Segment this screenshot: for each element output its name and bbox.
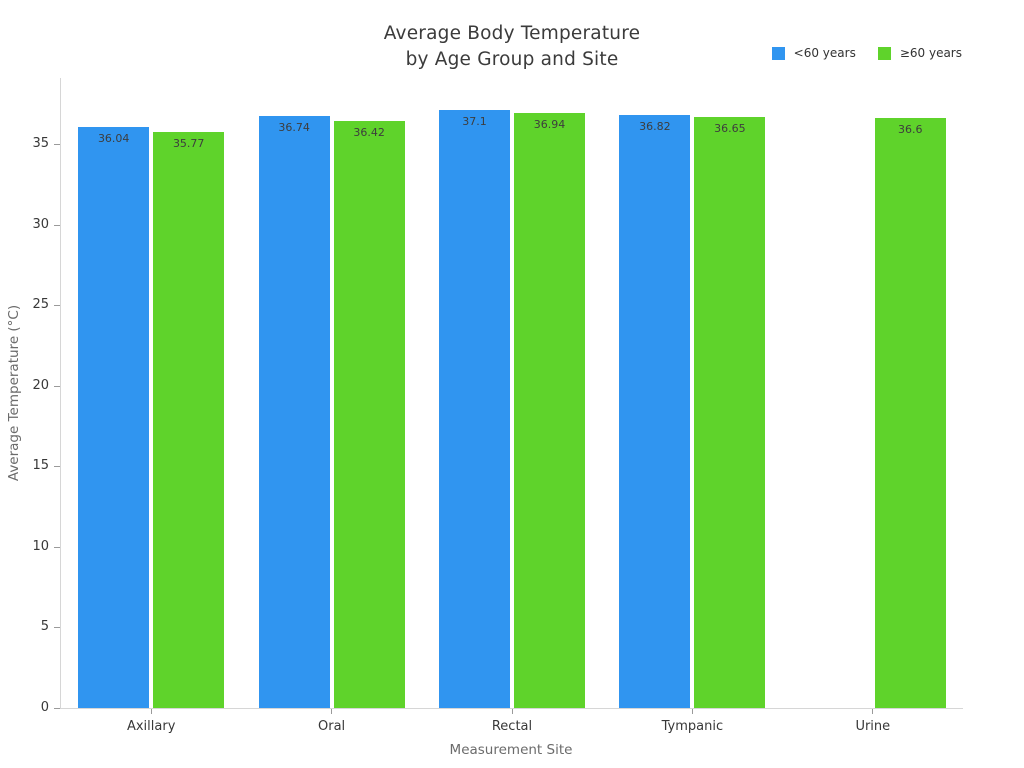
x-tick-mark xyxy=(872,709,874,714)
x-category-label: Urine xyxy=(855,719,891,734)
plot-area: 0 5 10 15 20 25 30 35 Axillary Oral Rectal Tympanic… xyxy=(32,78,963,734)
y-tick-label: 25 xyxy=(32,297,49,313)
bar-over60-axillary xyxy=(153,131,225,708)
y-tick-mark xyxy=(54,546,60,548)
y-tick-mark xyxy=(54,708,60,709)
x-tick-mark xyxy=(150,709,152,714)
y-tick-label: 15 xyxy=(32,458,49,474)
bar-over60-oral xyxy=(333,121,405,708)
x-axis-title: Measurement Site xyxy=(449,742,573,758)
y-tick-mark xyxy=(54,305,60,307)
y-tick-label: 30 xyxy=(32,216,49,232)
bar-value-label: 36.42 xyxy=(353,126,385,140)
bar-value-label: 37.1 xyxy=(462,115,487,129)
legend-swatch-over-60-icon xyxy=(877,46,891,60)
chart-title-line2: by Age Group and Site xyxy=(405,49,619,70)
bar-value-label: 36.04 xyxy=(97,132,130,146)
bar-value-label: 36.94 xyxy=(533,117,566,131)
bar-over60-urine xyxy=(874,118,946,708)
y-tick-label: 0 xyxy=(40,700,49,715)
legend-label-under-60: <60 years xyxy=(793,46,856,60)
y-tick-mark xyxy=(54,627,60,629)
bar-value-label: 36.65 xyxy=(714,122,746,136)
legend-swatch-under-60-icon xyxy=(771,46,785,60)
chart-title: Average Body Temperature by Age Group an… xyxy=(0,21,1024,73)
legend-label-over-60: ≥60 years xyxy=(899,46,962,60)
bar-under60-oral xyxy=(258,116,330,708)
y-tick-label: 35 xyxy=(32,136,49,152)
y-tick-label: 20 xyxy=(32,377,49,393)
y-tick-mark xyxy=(54,144,60,146)
legend-item-over-60: ≥60 years xyxy=(877,46,962,60)
y-tick-mark xyxy=(54,385,60,387)
bar-over60-tympanic xyxy=(694,117,766,708)
x-tick-mark xyxy=(691,709,693,714)
bar-value-label: 36.6 xyxy=(898,123,923,137)
bar-under60-axillary xyxy=(78,127,150,708)
x-tick-mark xyxy=(331,709,333,714)
y-tick-label: 5 xyxy=(40,619,49,635)
chart-title-line1: Average Body Temperature xyxy=(383,23,641,44)
y-tick-label: 10 xyxy=(32,538,49,554)
bar-value-label: 35.77 xyxy=(172,136,205,150)
x-category-label: Tympanic xyxy=(661,719,724,734)
x-tick-mark xyxy=(511,709,513,714)
bar-under60-tympanic xyxy=(619,114,691,708)
legend: <60 years ≥60 years xyxy=(771,46,962,60)
bar-value-label: 36.82 xyxy=(639,119,671,133)
y-tick-mark xyxy=(54,224,60,226)
bar-under60-rectal xyxy=(439,110,510,708)
y-tick-mark xyxy=(54,466,60,468)
x-category-label: Axillary xyxy=(126,719,176,734)
bar-value-label: 36.74 xyxy=(278,121,310,135)
bar-over60-rectal xyxy=(514,112,585,708)
legend-item-under-60: <60 years xyxy=(771,46,856,60)
x-category-label: Oral xyxy=(318,719,346,734)
x-category-label: Rectal xyxy=(491,719,533,734)
